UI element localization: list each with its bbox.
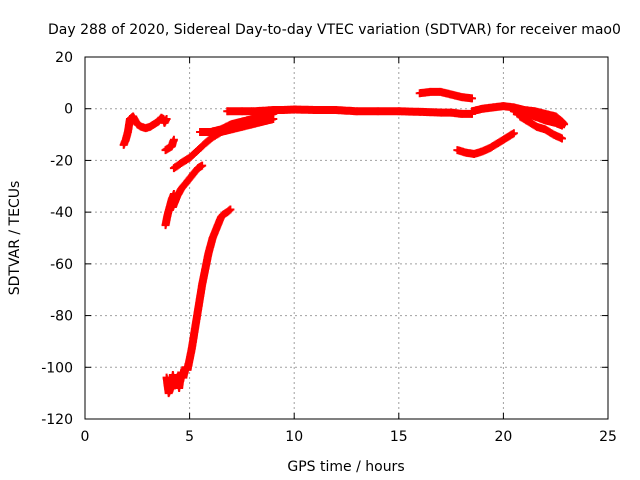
series-marker-trail: [162, 137, 178, 154]
series-marker-trail: [162, 206, 234, 396]
x-tick-label: 10: [285, 429, 303, 445]
x-tick-label: 20: [494, 429, 512, 445]
y-ticks: -120 -100 -80 -60 -40 -20 0 20: [41, 50, 608, 428]
series-arc-e: [169, 115, 278, 173]
series-arc-i: [415, 87, 477, 103]
series-marker-trail: [171, 115, 276, 172]
x-tick-label: 25: [599, 429, 617, 445]
grid-layer: [85, 57, 608, 419]
series-arc-g: [162, 205, 235, 398]
plot-frame: [84, 56, 609, 420]
series-marker-trail: [454, 130, 517, 158]
series-marker-trail: [517, 113, 565, 142]
data-layer: [119, 87, 569, 398]
series-arc-d: [168, 161, 207, 211]
y-axis-label: SDTVAR / TECUs: [7, 181, 23, 296]
y-tick-label: 20: [55, 50, 73, 66]
x-tick-label: 0: [81, 429, 90, 445]
series-marker-trail: [511, 107, 565, 129]
y-tick-label: -80: [50, 309, 73, 325]
chart-title: Day 288 of 2020, Sidereal Day-to-day VTE…: [48, 22, 621, 38]
x-tick-label: 5: [185, 429, 194, 445]
series-arc-a: [119, 112, 171, 149]
series-marker-trail: [224, 105, 475, 118]
y-tick-label: -100: [41, 360, 73, 376]
y-tick-label: -60: [50, 257, 73, 273]
x-tick-label: 15: [390, 429, 408, 445]
x-ticks: 0 5 10 15 20 25: [81, 57, 617, 445]
y-tick-label: -40: [50, 205, 73, 221]
series-marker-trail: [120, 113, 170, 148]
series-arc-m: [516, 112, 566, 143]
series-marker-trail: [197, 110, 276, 136]
y-tick-label: -120: [41, 412, 73, 428]
y-tick-label: -20: [50, 153, 73, 169]
series-marker-trail: [417, 87, 475, 103]
series-marker-trail: [169, 162, 206, 210]
x-axis-label: GPS time / hours: [287, 459, 404, 475]
series-arc-h: [223, 105, 477, 118]
y-tick-label: 0: [64, 102, 73, 118]
series-arc-b: [161, 135, 178, 155]
series-arc-j: [453, 129, 518, 158]
